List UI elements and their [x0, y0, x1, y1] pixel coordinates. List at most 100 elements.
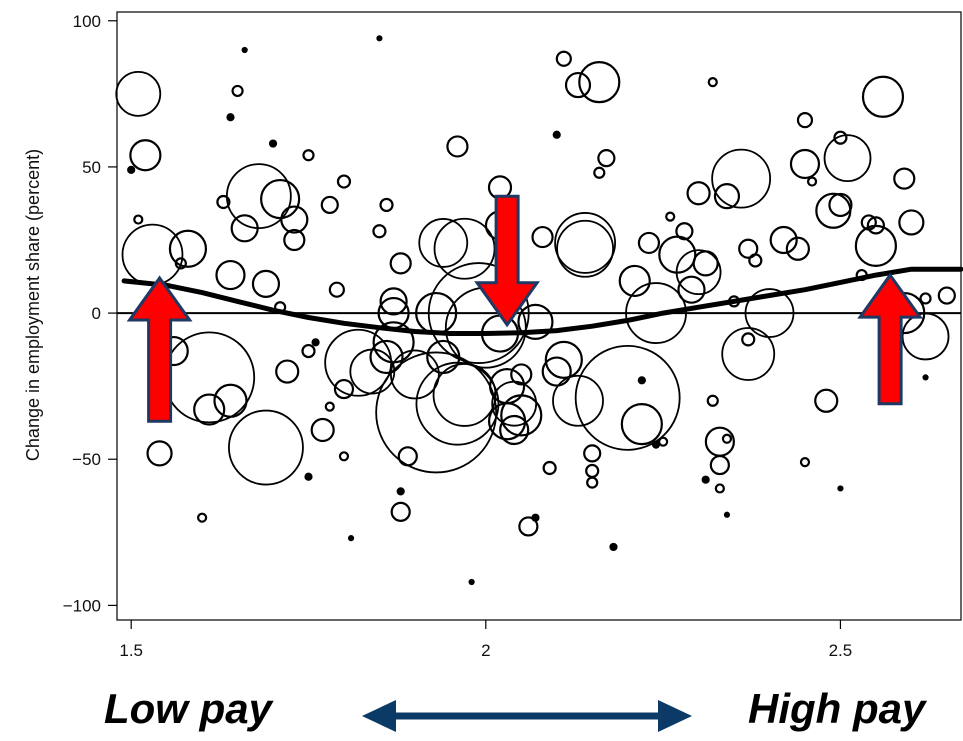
scatter-point-96: [618, 264, 651, 298]
highlight-arrow-2: [857, 272, 924, 406]
y-tick-label-3: 50: [82, 158, 101, 177]
scatter-point-129: [799, 457, 811, 468]
scatter-point-128: [789, 148, 821, 180]
scatter-point-113: [701, 475, 710, 484]
scatter-point-75: [531, 225, 554, 249]
highlight-arrow-1: [474, 194, 541, 328]
scatter-point-86: [586, 476, 599, 489]
scatter-point-9: [163, 331, 256, 424]
scatter-point-27: [251, 269, 281, 298]
scatter-point-24: [320, 195, 339, 215]
scatter-point-83: [554, 212, 617, 274]
scatter-point-80: [541, 356, 572, 387]
scatter-point-114: [714, 483, 725, 494]
scatter-point-116: [707, 77, 718, 88]
scatter-point-20: [280, 205, 309, 234]
scatter-point-57: [415, 361, 500, 446]
scatter-point-95: [620, 403, 663, 446]
scatter-point-122: [741, 332, 756, 347]
scatter-point-99: [637, 376, 646, 385]
scatter-point-23: [268, 139, 278, 148]
scatter-point-62: [446, 135, 469, 158]
scatter-point-47: [389, 252, 412, 275]
scatter-point-6: [174, 257, 187, 270]
scatter-point-46: [379, 197, 394, 213]
scatter-point-136: [837, 485, 844, 492]
scatter-point-48: [390, 501, 411, 522]
scatter-points: [115, 35, 956, 586]
scatter-point-13: [226, 113, 235, 122]
scatter-point-81: [552, 374, 604, 427]
scatter-point-94: [574, 344, 681, 451]
scatter-point-85: [585, 463, 600, 479]
scatter-point-97: [637, 231, 661, 255]
scatter-point-143: [898, 209, 925, 236]
scatter-point-25: [336, 174, 352, 189]
scatter-point-103: [675, 222, 694, 241]
scatter-point-8: [146, 440, 173, 467]
scatter-point-53: [389, 349, 440, 400]
scatter-point-70: [499, 414, 530, 446]
scatter-point-40: [349, 348, 396, 395]
scatter-point-120: [738, 238, 759, 259]
x-tick-label-0: 1.5: [119, 641, 143, 660]
scatter-point-30: [311, 338, 320, 347]
scatter-point-45: [372, 224, 387, 239]
scatter-point-87: [609, 542, 618, 552]
scatter-point-90: [564, 71, 592, 99]
pay-direction-double-arrow: [362, 700, 692, 732]
y-tick-label-4: 100: [73, 12, 101, 31]
scatter-point-5: [168, 229, 208, 268]
scatter-point-77: [531, 513, 540, 522]
scatter-point-63: [468, 578, 475, 586]
x-tick-label-1: 2: [481, 641, 490, 660]
y-axis-ticks: −100 −50 0 50 100: [63, 12, 117, 615]
scatter-point-101: [625, 282, 687, 344]
scatter-point-4: [121, 223, 184, 286]
scatter-point-127: [796, 112, 814, 129]
scatter-point-19: [260, 178, 301, 220]
scatter-point-118: [713, 183, 741, 210]
scatter-point-125: [769, 225, 798, 255]
scatter-point-2: [127, 165, 136, 174]
scatter-point-100: [658, 436, 669, 447]
scatter-point-29: [301, 343, 316, 359]
scatter-point-146: [919, 292, 932, 305]
scatter-point-60: [433, 217, 496, 280]
scatter-point-32: [310, 417, 335, 443]
scatter-point-92: [597, 149, 616, 168]
scatter-point-71: [510, 363, 533, 386]
scatter-point-22: [283, 228, 306, 252]
scatter-point-145: [901, 312, 950, 361]
scatter-point-147: [937, 286, 956, 305]
scatter-point-78: [542, 460, 557, 476]
scatter-point-88: [552, 130, 561, 139]
scatter-point-124: [744, 288, 795, 338]
scatter-point-84: [583, 444, 602, 463]
scatter-point-74: [517, 303, 554, 340]
scatter-point-0: [115, 70, 162, 117]
scatter-point-121: [748, 253, 763, 268]
highlight-arrows: [126, 194, 924, 423]
y-tick-label-0: −100: [63, 596, 101, 615]
scatter-point-31: [275, 359, 300, 384]
scatter-point-131: [814, 388, 839, 413]
scatter-point-108: [686, 181, 711, 206]
scatter-point-3: [133, 214, 144, 225]
scatter-point-50: [396, 487, 405, 496]
scatter-point-18: [230, 214, 259, 243]
scatter-point-112: [709, 454, 730, 476]
scatter-point-35: [304, 472, 313, 481]
scatter-point-91: [578, 61, 621, 104]
scatter-point-49: [397, 446, 418, 467]
scatter-point-10: [193, 393, 226, 426]
scatter-point-38: [338, 451, 350, 462]
scatter-point-105: [675, 249, 722, 296]
scatter-point-133: [828, 192, 853, 218]
scatter-point-12: [197, 512, 208, 523]
x-axis-ticks: 1.5 2 2.5: [119, 620, 852, 660]
y-tick-label-1: −50: [72, 450, 101, 469]
scatter-point-115: [723, 511, 731, 518]
x-tick-label-2: 2.5: [829, 641, 853, 660]
